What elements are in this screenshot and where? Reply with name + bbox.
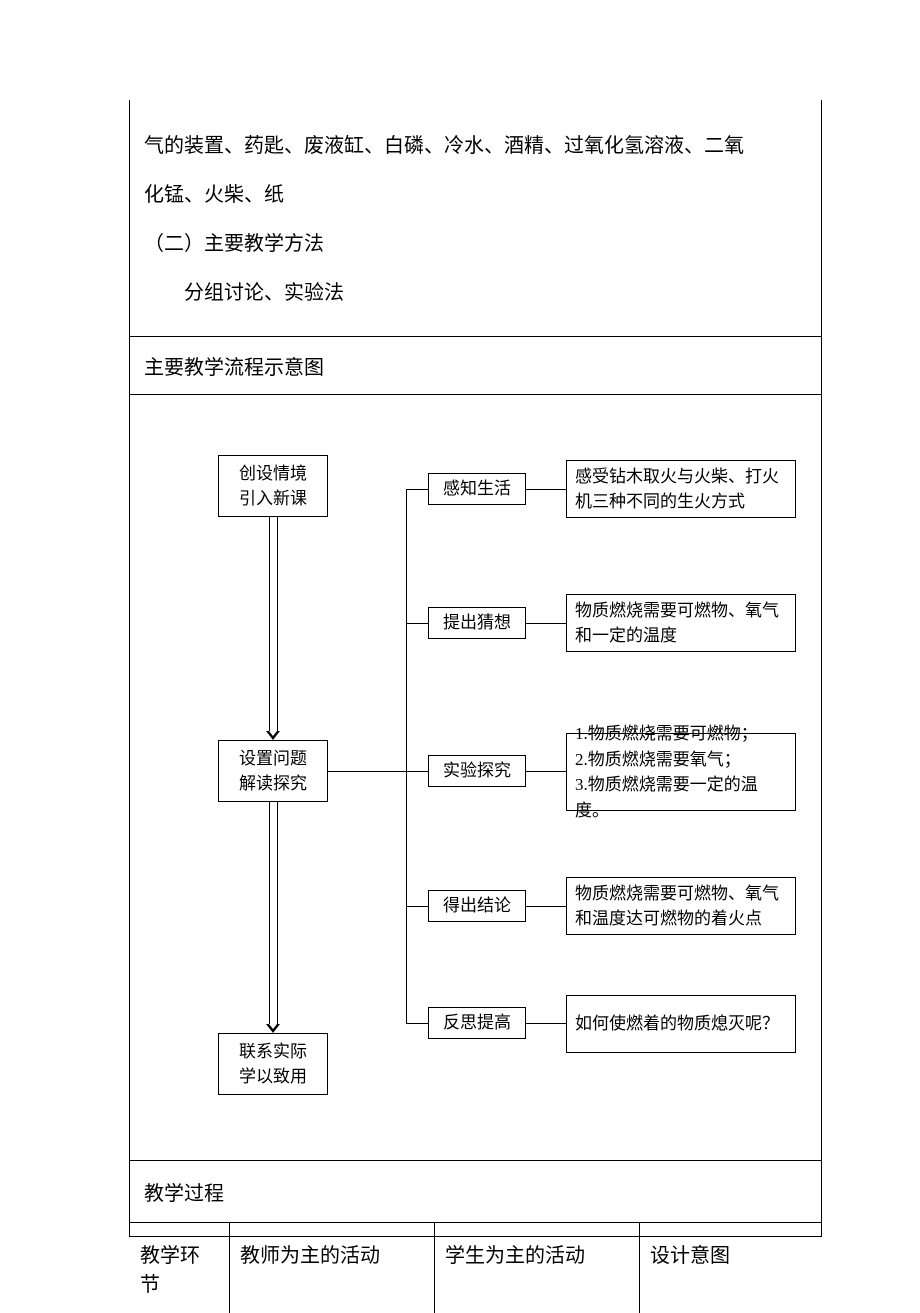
flow-arrow-shaft bbox=[269, 517, 270, 732]
process-title: 教学过程 bbox=[130, 1161, 821, 1223]
flow-connector-left bbox=[328, 771, 406, 772]
flow-arrow-shaft bbox=[269, 802, 270, 1025]
flow-main-n2: 设置问题 解读探究 bbox=[218, 740, 328, 802]
flow-main-n3: 联系实际 学以致用 bbox=[218, 1033, 328, 1095]
flow-connector-branch bbox=[406, 771, 428, 772]
flow-note-r2: 物质燃烧需要可燃物、氧气和一定的温度 bbox=[566, 594, 796, 652]
flow-connector-trunk bbox=[406, 489, 407, 1023]
flow-connector-branch bbox=[406, 1023, 428, 1024]
flow-note-r5: 如何使燃着的物质熄灭呢？ bbox=[566, 995, 796, 1053]
col-intent: 设计意图 bbox=[640, 1223, 821, 1313]
flow-step-s4: 得出结论 bbox=[428, 890, 526, 922]
flow-connector-to-note bbox=[526, 623, 566, 624]
flow-note-r1: 感受钻木取火与火柴、打火机三种不同的生火方式 bbox=[566, 460, 796, 518]
page: 气的装置、药匙、废液缸、白磷、冷水、酒精、过氧化氢溶液、二氧 化锰、火柴、纸 （… bbox=[0, 0, 920, 1302]
flow-connector-branch bbox=[406, 906, 428, 907]
flow-step-s1: 感知生活 bbox=[428, 473, 526, 505]
flow-step-s2: 提出猜想 bbox=[428, 607, 526, 639]
flow-title: 主要教学流程示意图 bbox=[130, 337, 821, 395]
materials-section: 气的装置、药匙、废液缸、白磷、冷水、酒精、过氧化氢溶液、二氧 化锰、火柴、纸 （… bbox=[130, 100, 821, 337]
materials-line-2: 化锰、火柴、纸 bbox=[144, 184, 284, 206]
materials-subcontent: 分组讨论、实验法 bbox=[144, 269, 807, 318]
flow-arrow-head-inner bbox=[269, 1024, 277, 1029]
col-stage: 教学环节 bbox=[130, 1223, 230, 1313]
flow-connector-branch bbox=[406, 489, 428, 490]
document-frame: 气的装置、药匙、废液缸、白磷、冷水、酒精、过氧化氢溶液、二氧 化锰、火柴、纸 （… bbox=[129, 100, 822, 1237]
col-teacher: 教师为主的活动 bbox=[230, 1223, 435, 1313]
flow-note-r3: 1.物质燃烧需要可燃物； 2.物质燃烧需要氧气； 3.物质燃烧需要一定的温度。 bbox=[566, 733, 796, 811]
flow-arrow-head-inner bbox=[269, 731, 277, 736]
flow-connector-to-note bbox=[526, 906, 566, 907]
flowchart-canvas: 创设情境 引入新课设置问题 解读探究联系实际 学以致用 感知生活提出猜想实验探究得… bbox=[130, 395, 821, 1161]
flow-connector-to-note bbox=[526, 771, 566, 772]
flow-main-n1: 创设情境 引入新课 bbox=[218, 455, 328, 517]
flow-arrow-shaft bbox=[277, 802, 278, 1025]
col-student: 学生为主的活动 bbox=[435, 1223, 640, 1313]
flow-step-s3: 实验探究 bbox=[428, 755, 526, 787]
process-table-header: 教学环节 教师为主的活动 学生为主的活动 设计意图 bbox=[130, 1223, 821, 1313]
flow-note-r4: 物质燃烧需要可燃物、氧气和温度达可燃物的着火点 bbox=[566, 877, 796, 935]
materials-line-1: 气的装置、药匙、废液缸、白磷、冷水、酒精、过氧化氢溶液、二氧 bbox=[144, 135, 744, 157]
flow-connector-branch bbox=[406, 623, 428, 624]
flow-connector-to-note bbox=[526, 1023, 566, 1024]
materials-subtitle: （二）主要教学方法 bbox=[144, 233, 324, 255]
flow-step-s5: 反思提高 bbox=[428, 1007, 526, 1039]
flow-connector-to-note bbox=[526, 489, 566, 490]
flow-arrow-shaft bbox=[277, 517, 278, 732]
